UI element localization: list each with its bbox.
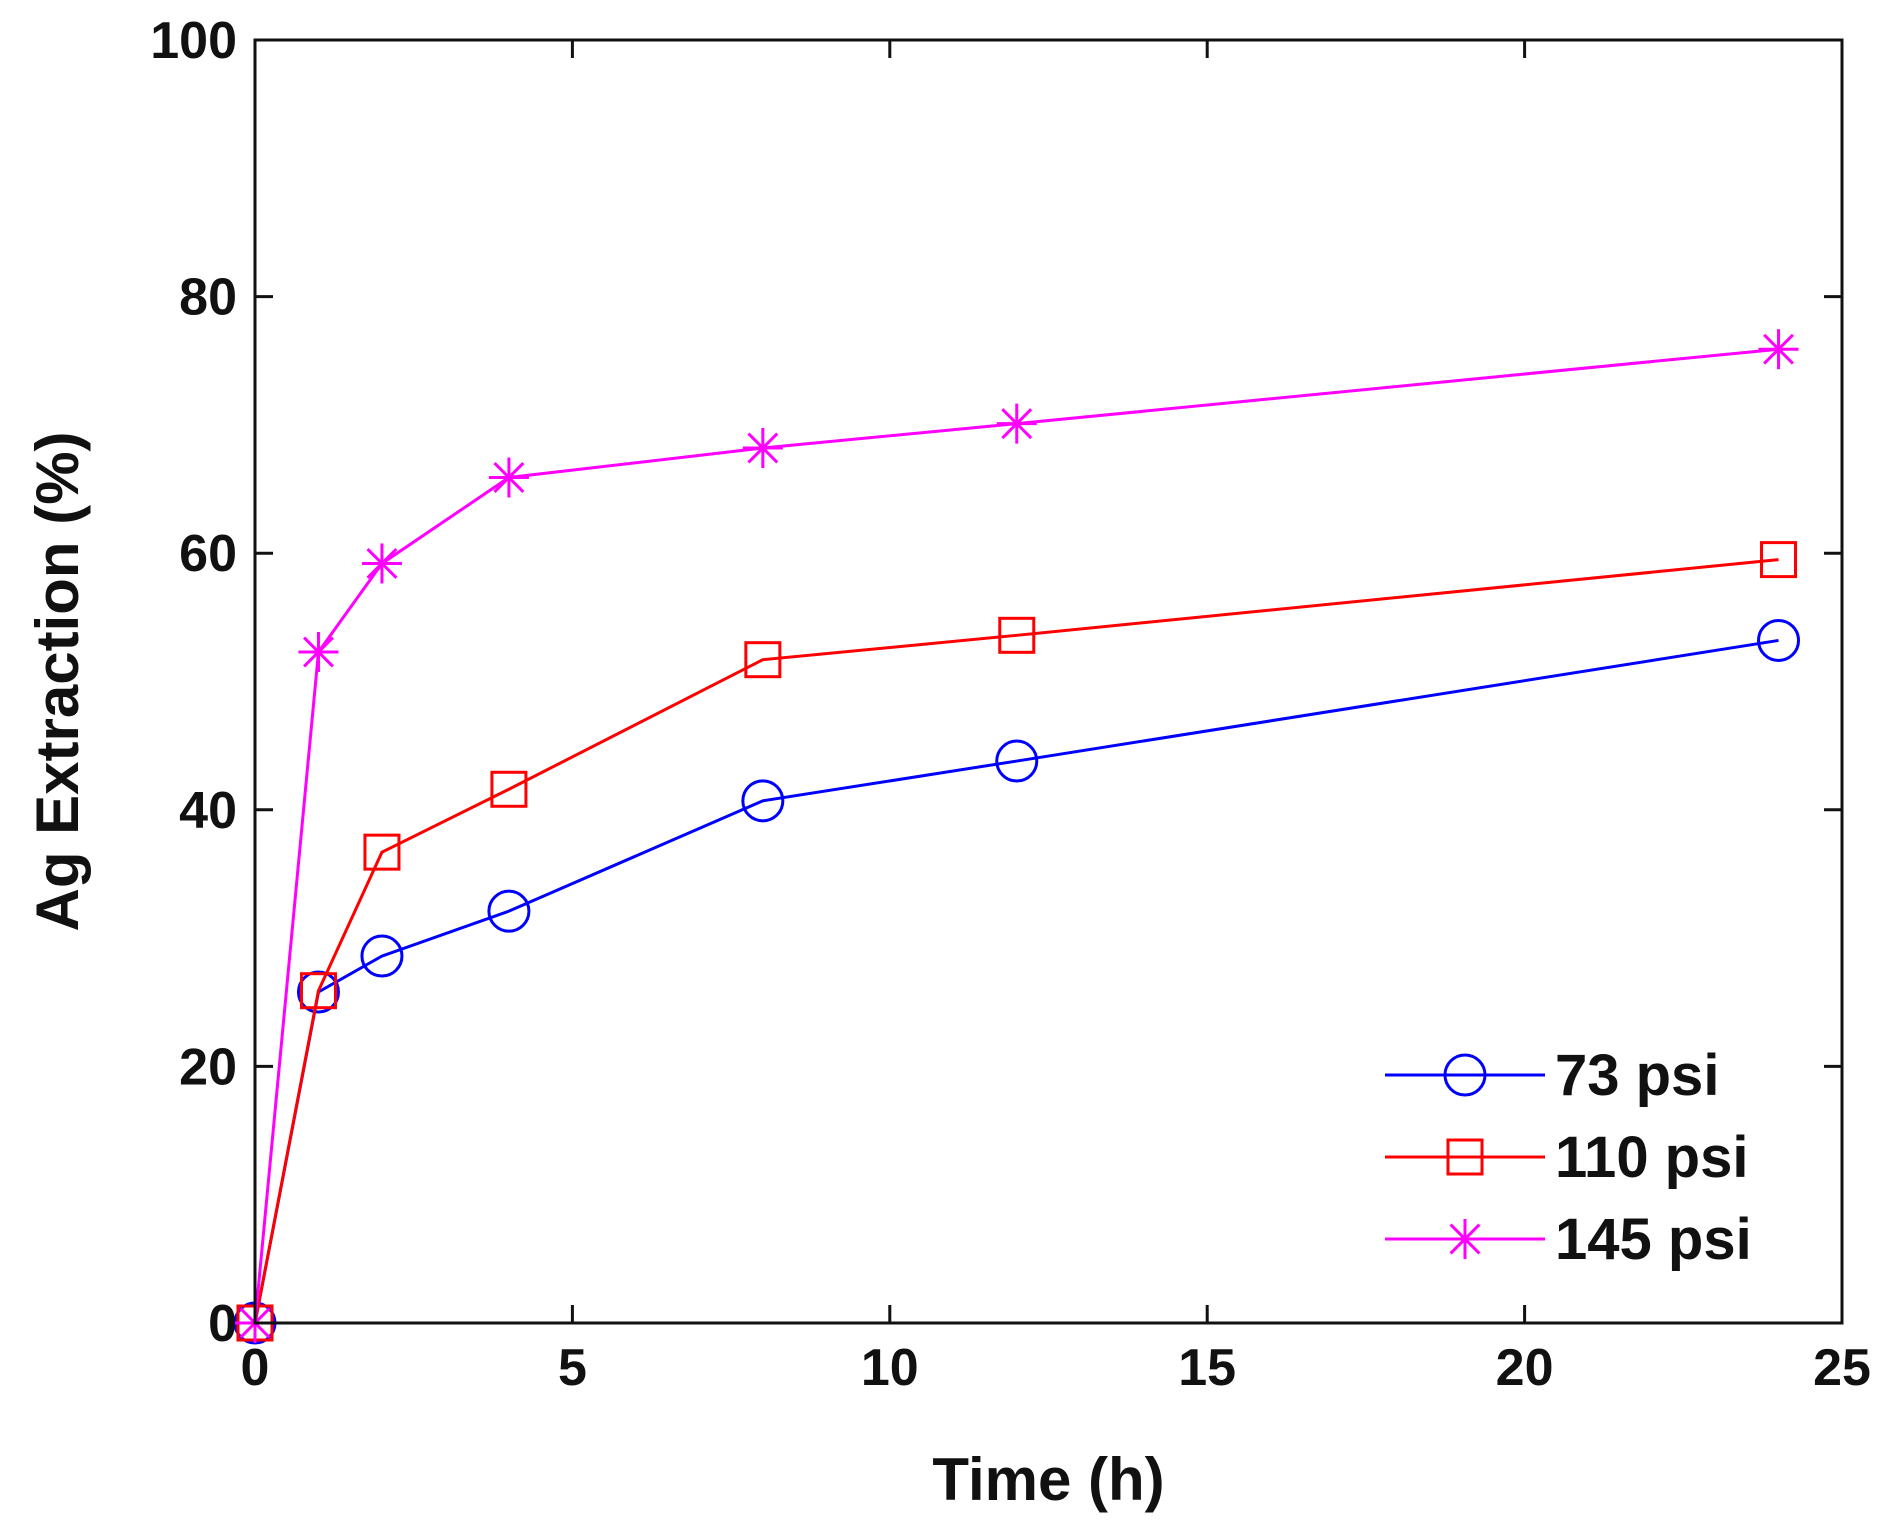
- legend-label: 110 psi: [1555, 1125, 1748, 1190]
- y-tick-label: 80: [179, 269, 237, 327]
- data-point-marker: [1443, 1053, 1487, 1097]
- data-point-marker: [741, 779, 785, 823]
- asterisk-stroke: [747, 432, 779, 464]
- y-tick-label: 20: [179, 1038, 237, 1096]
- y-tick-label: 60: [179, 525, 237, 583]
- legend-entry: 145 psi: [1385, 1207, 1752, 1272]
- asterisk-stroke: [1001, 408, 1033, 440]
- y-tick-label: 0: [208, 1295, 237, 1353]
- x-tick-label: 5: [558, 1339, 587, 1397]
- x-tick-label: 10: [861, 1339, 919, 1397]
- plot-area-frame: [253, 38, 1844, 1325]
- x-axis-label: Time (h): [932, 1446, 1164, 1513]
- data-point-marker: [998, 616, 1036, 654]
- series-line: [253, 558, 1779, 1324]
- data-point-marker: [996, 403, 1037, 444]
- data-point-marker: [488, 457, 529, 498]
- data-point-marker: [299, 972, 337, 1010]
- legend-entry: 73 psi: [1385, 1043, 1719, 1108]
- data-point-marker: [360, 934, 404, 978]
- asterisk-stroke: [366, 548, 398, 579]
- series-145-psi: [235, 329, 1799, 1343]
- legend-label: 145 psi: [1555, 1207, 1752, 1272]
- y-axis-label: Ag Extraction (%): [24, 431, 91, 931]
- data-point-marker: [742, 427, 783, 468]
- data-point-marker: [490, 770, 528, 808]
- legend: 73 psi 110 psi 145 psi: [1385, 1043, 1752, 1272]
- asterisk-stroke: [1449, 1223, 1481, 1255]
- x-tick-label: 20: [1496, 1339, 1554, 1397]
- data-point-marker: [487, 889, 531, 933]
- axis-tick-labels: 0 5 10 15 20 25 0 20 40 60 80 100: [150, 12, 1871, 1397]
- legend-label: 73 psi: [1555, 1043, 1719, 1108]
- data-point-marker: [1757, 618, 1801, 662]
- x-tick-label: 25: [1813, 1339, 1871, 1397]
- asterisk-stroke: [1763, 333, 1794, 365]
- data-point-marker: [1758, 329, 1799, 370]
- y-tick-label: 100: [150, 12, 237, 70]
- data-point-marker: [744, 641, 782, 679]
- asterisk-stroke: [303, 636, 334, 668]
- asterisk-stroke: [493, 462, 525, 493]
- data-point-marker: [298, 631, 339, 672]
- axis-ticks: [253, 38, 1844, 1325]
- x-tick-label: 15: [1178, 1339, 1236, 1397]
- data-point-marker: [1446, 1138, 1484, 1176]
- data-point-marker: [1445, 1219, 1485, 1259]
- data-point-marker: [296, 970, 340, 1014]
- data-point-marker: [1760, 541, 1798, 579]
- data-point-marker: [363, 833, 401, 871]
- x-tick-label: 0: [241, 1339, 270, 1397]
- legend-entry: 110 psi: [1385, 1125, 1748, 1190]
- y-tick-label: 40: [179, 782, 237, 840]
- data-point-marker: [995, 739, 1039, 783]
- data-point-marker: [361, 543, 402, 584]
- series-layer: [233, 329, 1801, 1345]
